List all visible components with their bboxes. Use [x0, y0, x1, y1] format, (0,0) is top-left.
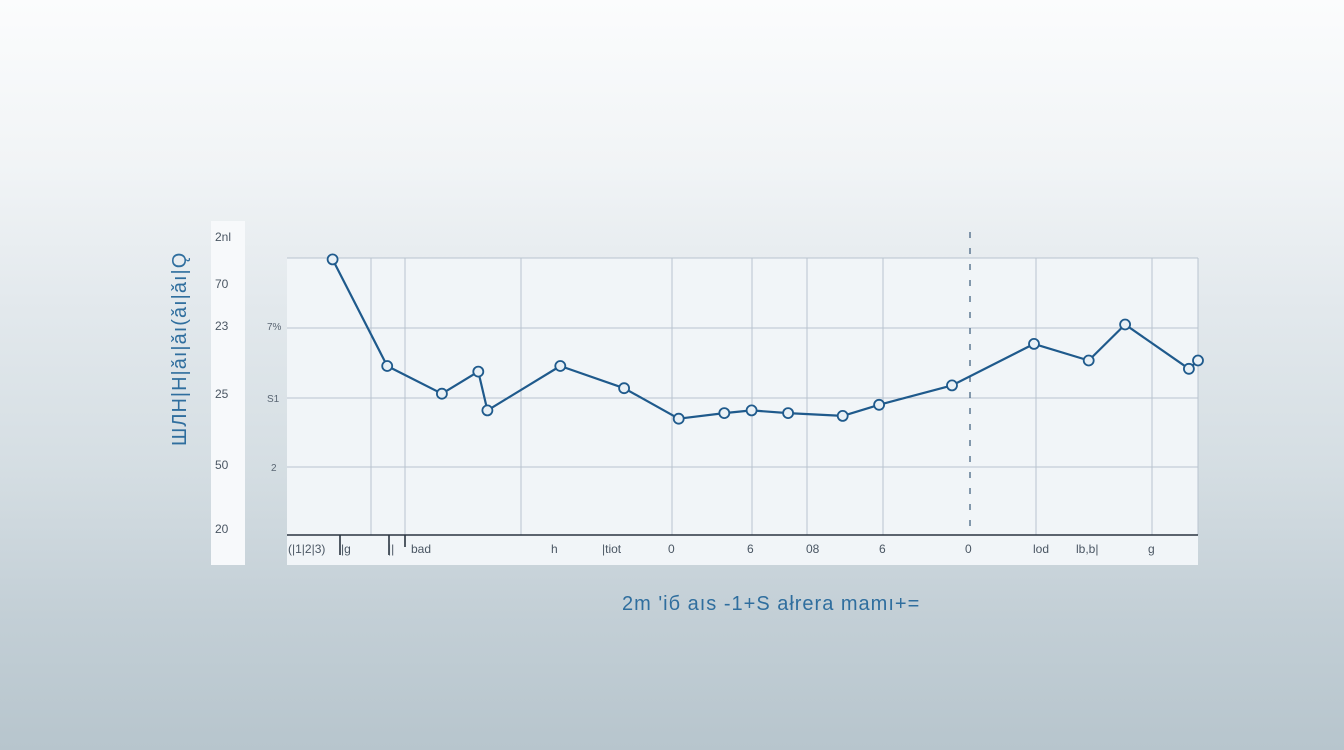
- data-point: [1119, 318, 1131, 331]
- data-point: [1183, 362, 1195, 375]
- x-tick-label: (|1|2|3): [288, 542, 325, 556]
- data-point: [1192, 354, 1204, 367]
- x-tick-label: |tiot: [602, 542, 622, 556]
- data-point: [782, 407, 794, 420]
- y-tick-labels: 2nl 70 23 25 50 20: [215, 230, 231, 536]
- x-axis-title: 2m 'iб aıs -1+S ałrera mamı+=: [622, 593, 920, 615]
- y-tick-label: 25: [215, 387, 229, 401]
- x-tick-label: 0: [965, 542, 972, 556]
- inner-y-tick-label: 2: [271, 463, 277, 474]
- x-tick-label: bad: [411, 542, 431, 556]
- x-tick-label: 0: [668, 542, 675, 556]
- data-point: [946, 379, 958, 392]
- inner-y-tick-labels: 7% S1 2: [267, 322, 282, 474]
- x-tick-label: g: [1148, 542, 1155, 556]
- inner-y-tick-label: 7%: [267, 322, 282, 333]
- x-tick-label: 6: [747, 542, 754, 556]
- data-point: [481, 404, 494, 417]
- data-point: [472, 365, 485, 378]
- y-tick-label: 23: [215, 319, 229, 333]
- x-tick-labels: (|1|2|3) |ɡ || bad h |tiot 0 6 08 6 0 lo…: [288, 542, 1155, 556]
- data-point: [381, 360, 394, 372]
- x-tick-label: lod: [1033, 542, 1049, 556]
- data-point: [1028, 337, 1040, 350]
- x-tick-label: 6: [879, 542, 886, 556]
- y-tick-label: 50: [215, 458, 229, 472]
- y-tick-label: 20: [215, 522, 229, 536]
- x-tick-label: 08: [806, 542, 820, 556]
- series-layer: [326, 253, 1204, 425]
- data-point: [326, 253, 339, 266]
- data-point: [554, 360, 567, 372]
- data-point: [873, 398, 885, 411]
- x-tick-label: ||: [388, 542, 394, 556]
- data-point: [618, 382, 630, 395]
- inner-y-tick-label: S1: [267, 394, 280, 405]
- data-point: [836, 409, 849, 422]
- data-point: [1082, 354, 1095, 367]
- data-point: [718, 407, 731, 420]
- x-tick-label: h: [551, 542, 558, 556]
- x-tick-label: lb,b|: [1076, 542, 1098, 556]
- data-point: [745, 404, 758, 417]
- data-point: [435, 387, 448, 400]
- x-tick-label: |ɡ: [341, 542, 351, 556]
- grid: [287, 257, 1199, 535]
- data-point: [672, 412, 685, 425]
- y-axis-title: ШЛН|Н|ǎı|ǎı(ǎı|ǎı|Ǫ: [169, 252, 191, 446]
- y-tick-label: 70: [215, 277, 229, 291]
- y-axis-panel: [211, 221, 245, 565]
- y-tick-label: 2nl: [215, 230, 231, 244]
